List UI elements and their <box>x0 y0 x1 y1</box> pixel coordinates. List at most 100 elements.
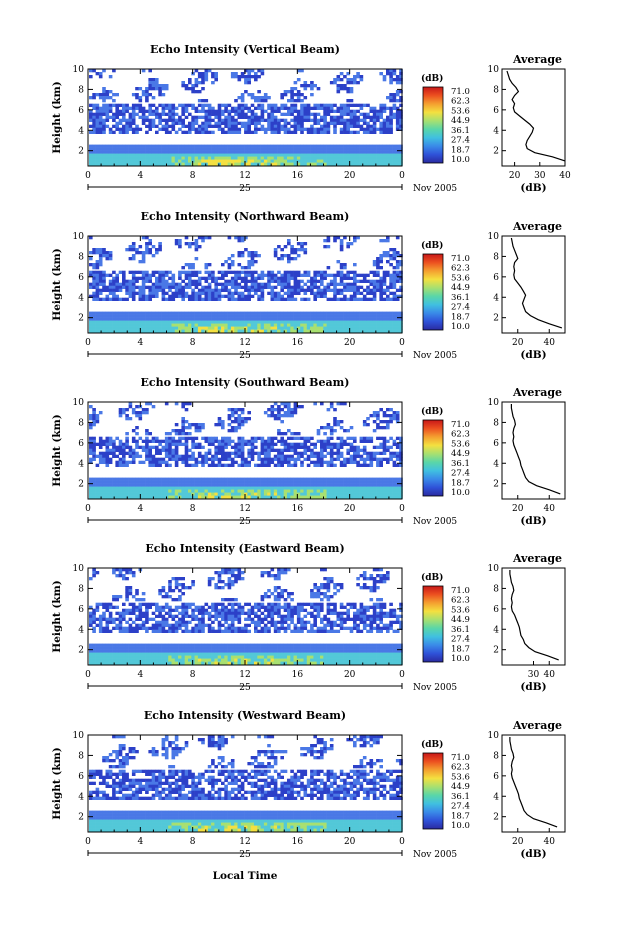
echo-cell-low <box>382 489 387 493</box>
echo-cell-low <box>217 326 222 330</box>
echo-cell-high <box>138 251 143 255</box>
echo-cell-high <box>141 93 146 97</box>
echo-cell-mid <box>135 130 139 134</box>
echo-cell-low <box>254 486 258 490</box>
echo-cell-high <box>247 78 251 82</box>
echo-cell-mid <box>366 273 370 277</box>
echo-cell-low <box>270 480 275 484</box>
echo-cell-low <box>296 495 301 499</box>
echo-cell-low <box>287 150 291 154</box>
echo-cell-low <box>290 495 294 499</box>
echo-cell-low <box>320 147 324 151</box>
echo-cell-low <box>194 320 199 324</box>
echo-cell-high <box>353 236 357 240</box>
echo-cell-mid <box>369 288 374 292</box>
echo-cell-low <box>122 480 126 484</box>
echo-cell-high <box>300 69 304 73</box>
colorbar-tick-label: 62.3 <box>451 264 470 274</box>
echo-cell-low <box>306 486 311 490</box>
echo-cell-low <box>290 320 294 324</box>
echo-cell-low <box>395 156 400 160</box>
echo-cell-low <box>343 489 347 493</box>
echo-cell-low <box>174 489 179 493</box>
echo-cell-low <box>270 314 275 318</box>
echo-cell-mid <box>273 124 278 128</box>
echo-cell-mid <box>197 124 202 128</box>
echo-cell-mid <box>329 454 334 458</box>
echo-cell-mid <box>296 273 301 277</box>
echo-cell-low <box>112 159 116 163</box>
echo-cell-low <box>343 329 347 333</box>
echo-cell-low <box>184 162 189 166</box>
echo-cell-low <box>221 483 225 487</box>
echo-cell-low <box>339 483 344 487</box>
echo-cell-mid <box>349 112 354 116</box>
echo-cell-mid <box>343 112 347 116</box>
echo-cell-mid <box>128 106 133 110</box>
echo-cell-high <box>300 84 304 88</box>
echo-cell-low <box>359 159 364 163</box>
echo-cell-low <box>201 147 205 151</box>
echo-cell-mid <box>247 294 251 298</box>
echo-cell-mid <box>366 297 370 301</box>
echo-cell-mid <box>326 130 331 134</box>
echo-cell-mid <box>277 109 281 113</box>
echo-cell-high <box>392 78 397 82</box>
echo-cell-mid <box>151 294 156 298</box>
echo-cell-low <box>240 320 245 324</box>
echo-cell-mid <box>290 457 294 461</box>
echo-cell-mid <box>181 297 185 301</box>
echo-cell-mid <box>115 112 119 116</box>
echo-cell-low <box>366 317 370 321</box>
echo-cell-low <box>161 483 166 487</box>
echo-cell-mid <box>313 445 317 449</box>
echo-cell-mid <box>244 463 248 467</box>
echo-cell-low <box>389 483 393 487</box>
echo-cell-mid <box>178 439 182 443</box>
echo-cell-mid <box>270 288 275 292</box>
echo-cell-mid <box>237 285 242 289</box>
echo-cell-high <box>102 99 106 103</box>
echo-cell-low <box>260 495 265 499</box>
echo-cell-mid <box>188 127 192 131</box>
echo-cell-mid <box>112 297 116 301</box>
echo-cell-low <box>118 323 123 327</box>
echo-cell-mid <box>122 118 126 122</box>
echo-cell-low <box>158 144 162 148</box>
echo-cell-mid <box>270 112 275 116</box>
echo-cell-low <box>181 314 185 318</box>
echo-cell-mid <box>273 291 278 295</box>
echo-cell-low <box>372 153 377 157</box>
echo-cell-mid <box>353 297 357 301</box>
echo-cell-low <box>379 162 383 166</box>
echo-cell-low <box>240 495 245 499</box>
echo-cell-mid <box>323 127 327 131</box>
echo-cell-high <box>313 84 317 88</box>
echo-cell-high <box>89 417 93 421</box>
echo-cell-low <box>240 486 245 490</box>
echo-cell-mid <box>336 436 341 440</box>
echo-cell-low <box>300 480 304 484</box>
echo-cell-low <box>89 495 93 499</box>
echo-cell-low <box>280 314 284 318</box>
echo-cell-mid <box>346 448 350 452</box>
echo-cell-high <box>280 420 284 424</box>
echo-cell-low <box>283 147 288 151</box>
echo-cell-low <box>135 147 139 151</box>
echo-cell-mid <box>333 118 337 122</box>
echo-cell-mid <box>237 115 242 119</box>
echo-cell-high <box>247 260 251 264</box>
echo-cell-mid <box>270 439 275 443</box>
echo-cell-high <box>194 81 199 85</box>
echo-cell-mid <box>392 460 397 464</box>
echo-cell-mid <box>244 288 248 292</box>
echo-cell-high <box>184 408 189 412</box>
echo-cell-low <box>230 317 235 321</box>
echo-cell-low <box>135 311 139 315</box>
echo-cell-high <box>372 429 377 433</box>
echo-cell-mid <box>115 279 119 283</box>
echo-cell-mid <box>273 109 278 113</box>
echo-cell-low <box>138 323 143 327</box>
echo-cell-low <box>323 150 327 154</box>
x-tick-label: 8 <box>190 504 196 514</box>
